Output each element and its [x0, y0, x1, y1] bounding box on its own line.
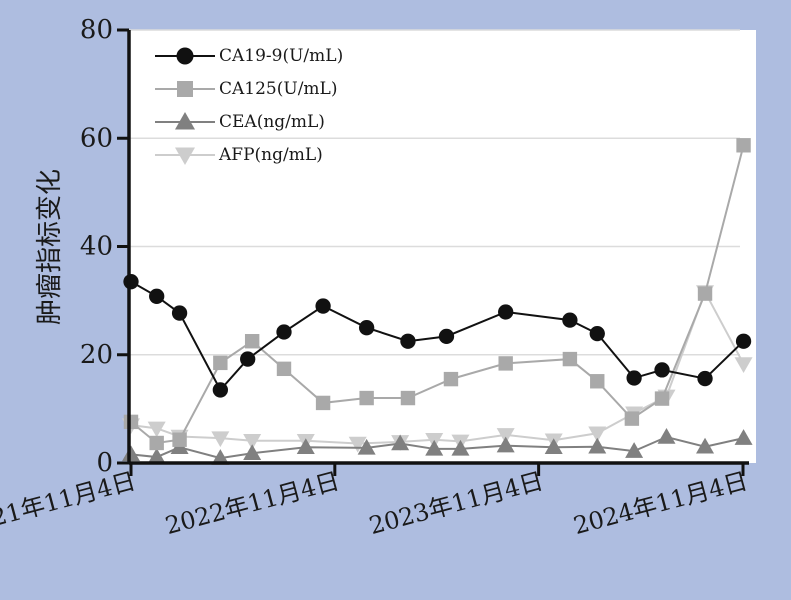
data-point — [562, 351, 578, 367]
data-point — [496, 436, 515, 453]
data-point — [590, 374, 605, 389]
y-tick-label: 80 — [80, 15, 113, 45]
legend-marker — [176, 47, 194, 65]
legend-label: CEA(ng/mL) — [219, 112, 325, 132]
series-0 — [123, 274, 752, 398]
data-point — [443, 371, 459, 387]
data-point — [657, 428, 676, 444]
data-point — [451, 439, 470, 456]
x-tick-label: 2024年11月4日 — [571, 467, 751, 540]
x-tick-label: 2021年11月4日 — [0, 467, 139, 540]
data-point — [496, 428, 515, 444]
data-point — [425, 439, 444, 456]
data-point — [149, 288, 165, 304]
data-point — [296, 438, 315, 455]
data-point — [276, 361, 292, 377]
legend-marker — [177, 81, 193, 97]
data-point — [498, 356, 513, 371]
y-axis-title: 肿瘤指标变化 — [35, 169, 65, 325]
data-point — [147, 448, 166, 464]
data-point — [438, 328, 455, 344]
data-point — [400, 333, 416, 349]
data-point — [243, 434, 262, 450]
series-1 — [123, 138, 751, 451]
data-point — [211, 431, 230, 448]
data-point — [624, 411, 640, 426]
data-point — [626, 370, 642, 386]
data-point — [625, 442, 644, 458]
data-point — [276, 324, 292, 340]
data-point — [588, 426, 607, 443]
data-point — [358, 320, 375, 336]
y-tick-label: 60 — [80, 123, 113, 153]
data-point — [240, 351, 256, 367]
data-point — [122, 445, 140, 462]
data-point — [357, 438, 376, 455]
legend-marker — [175, 147, 195, 165]
y-tick-label: 0 — [96, 448, 113, 478]
data-point — [400, 390, 416, 406]
data-point — [149, 435, 164, 451]
data-point — [171, 305, 188, 321]
data-point — [213, 355, 228, 371]
legend-label: AFP(ng/mL) — [218, 145, 323, 165]
legend-label: CA19-9(U/mL) — [219, 46, 343, 66]
data-point — [348, 436, 367, 453]
data-point — [589, 325, 605, 342]
data-point — [243, 444, 262, 461]
data-point — [562, 312, 578, 328]
data-point — [391, 434, 410, 451]
legend-marker — [175, 112, 195, 130]
legend-item: CEA(ng/mL) — [155, 112, 325, 132]
data-point — [172, 432, 187, 447]
data-point — [736, 138, 751, 153]
data-point — [244, 334, 260, 349]
data-point — [315, 395, 331, 411]
data-point — [588, 437, 607, 454]
legend-item: CA19-9(U/mL) — [155, 46, 343, 66]
data-point — [212, 382, 228, 398]
legend: CA19-9(U/mL) CA125(U/mL) CEA(ng/mL) AFP(ng/… — [155, 46, 343, 165]
data-point — [211, 449, 230, 465]
data-point — [697, 370, 713, 387]
legend-label: CA125(U/mL) — [219, 79, 337, 99]
data-point — [544, 438, 563, 455]
data-point — [498, 304, 514, 320]
data-point — [696, 437, 715, 454]
data-point — [123, 414, 139, 430]
x-tick-label: 2023年11月4日 — [366, 467, 546, 540]
data-point — [359, 390, 374, 406]
y-tick-label: 40 — [80, 232, 113, 262]
series-layer — [122, 138, 753, 465]
data-point — [315, 298, 331, 314]
data-point — [734, 357, 753, 373]
data-point — [123, 274, 139, 290]
data-point — [147, 421, 166, 438]
legend-item: AFP(ng/mL) — [155, 145, 323, 165]
data-point — [654, 362, 670, 378]
series-2 — [122, 428, 753, 465]
data-point — [654, 391, 670, 406]
legend-item: CA125(U/mL) — [155, 79, 337, 99]
x-tick-label: 2022年11月4日 — [162, 467, 342, 540]
data-point — [697, 286, 713, 301]
data-point — [735, 333, 752, 349]
y-tick-label: 20 — [80, 340, 113, 370]
data-point — [734, 429, 753, 445]
